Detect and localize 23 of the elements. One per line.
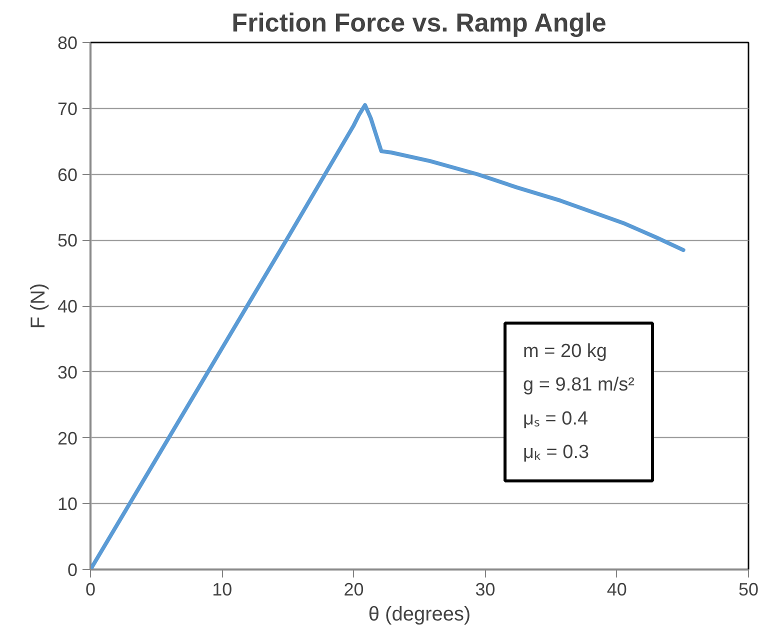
x-tick-label: 0	[85, 580, 96, 600]
y-tick-label: 30	[57, 362, 78, 382]
x-tick-label: 20	[344, 580, 364, 600]
chart-title: Friction Force vs. Ramp Angle	[232, 8, 606, 38]
x-tick-label: 10	[212, 580, 232, 600]
x-tick-label: 40	[606, 580, 627, 600]
y-tick-label: 60	[57, 164, 78, 185]
y-axis-title: F (N)	[27, 283, 50, 329]
annotation: m = 20 kg	[523, 341, 608, 362]
y-tick-label: 10	[57, 494, 78, 514]
annotation: μₛ = 0.4	[523, 408, 588, 430]
y-tick-label: 20	[57, 428, 78, 448]
x-axis-title: θ (degrees)	[368, 604, 471, 626]
y-tick-label: 0	[67, 560, 78, 580]
line-series	[90, 103, 686, 570]
y-tick-label: 50	[57, 230, 78, 251]
annotation: g = 9.81 m/s²	[523, 374, 634, 396]
y-tick-label: 40	[57, 296, 78, 316]
y-tick-label: 80	[57, 33, 78, 53]
annotation: μₖ = 0.3	[523, 442, 590, 463]
y-tick-label: 70	[57, 98, 78, 119]
x-tick-label: 30	[475, 580, 496, 600]
x-tick-label: 50	[738, 580, 759, 600]
